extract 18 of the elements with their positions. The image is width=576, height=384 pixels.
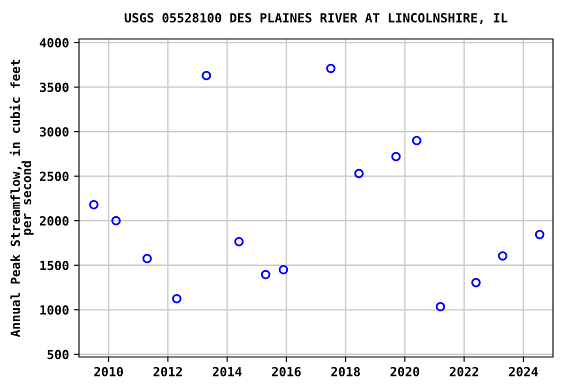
x-tick-label: 2010 (94, 366, 123, 376)
y-tick-label: 4000 (40, 38, 69, 48)
x-tick-label: 2014 (212, 366, 242, 376)
x-tick-label: 2018 (331, 366, 360, 376)
y-tick-label: 3500 (40, 82, 69, 92)
y-tick-label: 3000 (40, 127, 69, 137)
y-tick-label: 500 (48, 350, 69, 360)
x-tick-label: 2022 (450, 366, 478, 376)
chart-title: USGS 05528100 DES PLAINES RIVER AT LINCOLNSHIRE, IL (124, 13, 508, 24)
y-tick-label: 2000 (40, 216, 69, 226)
y-tick-label: 1000 (40, 305, 69, 315)
y-axis-title: Annual Peak Streamflow, in cubic feet per second (10, 60, 34, 338)
x-tick-label: 2012 (154, 366, 182, 376)
x-tick-label: 2024 (509, 366, 538, 376)
y-tick-label: 2500 (40, 172, 69, 182)
x-tick-label: 2020 (390, 366, 420, 376)
y-tick-label: 1500 (40, 260, 69, 270)
x-tick-label: 2016 (272, 366, 301, 376)
